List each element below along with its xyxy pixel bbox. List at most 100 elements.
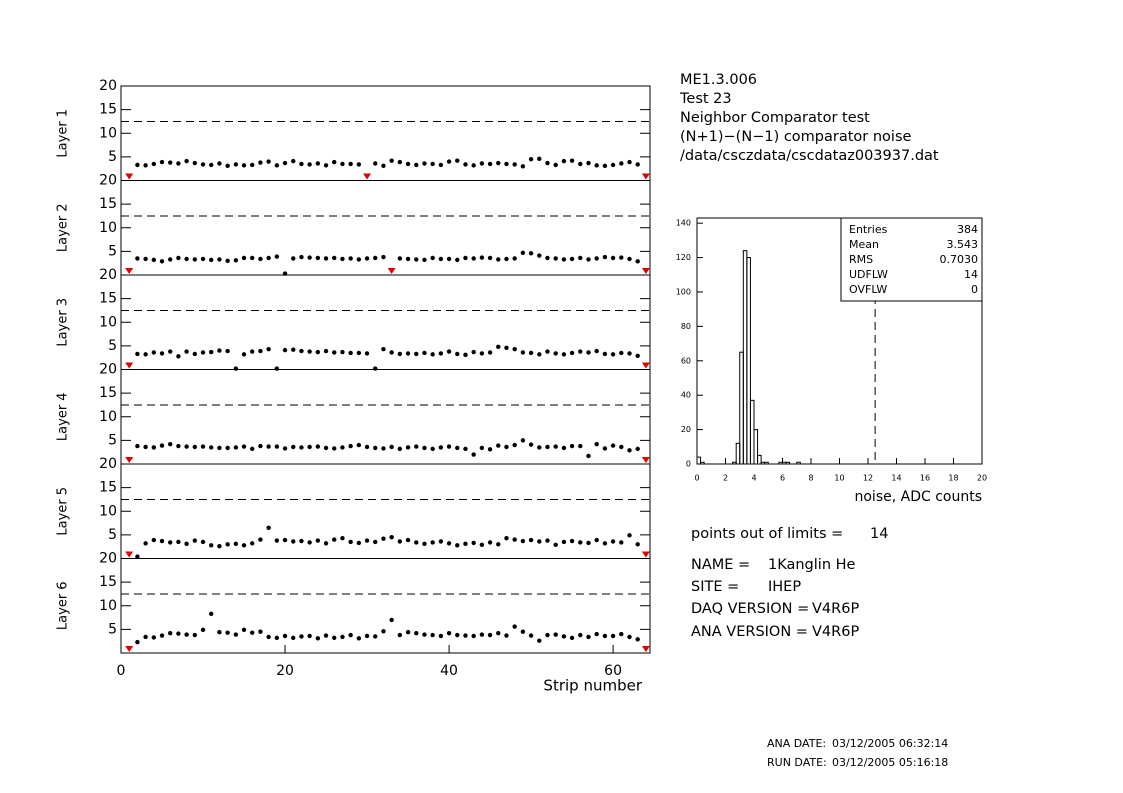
data-point <box>233 445 239 450</box>
summary-value: 14 <box>870 526 888 542</box>
summary-label: points out of limits = <box>691 526 843 542</box>
data-point <box>274 444 280 449</box>
data-point <box>291 444 296 450</box>
data-point <box>553 632 558 637</box>
data-point <box>233 632 239 637</box>
data-point <box>274 254 280 259</box>
data-point <box>414 630 419 636</box>
data-point <box>250 541 255 546</box>
y-tick-label: 15 <box>99 102 117 118</box>
data-point <box>151 350 157 355</box>
data-point <box>627 634 632 640</box>
data-point <box>332 537 337 542</box>
data-point <box>635 259 640 264</box>
data-point <box>561 257 567 262</box>
data-point <box>250 349 255 354</box>
data-point <box>340 634 345 640</box>
data-point <box>610 255 616 261</box>
data-point <box>512 442 517 448</box>
data-point <box>455 543 460 548</box>
data-point <box>446 541 452 546</box>
data-point <box>168 349 173 354</box>
data-point <box>315 636 321 641</box>
data-point <box>635 446 640 452</box>
data-point <box>422 350 427 356</box>
data-point <box>299 254 304 260</box>
data-point <box>455 351 460 357</box>
data-point <box>233 541 239 547</box>
data-point <box>266 634 271 640</box>
data-point <box>135 639 140 645</box>
data-point <box>176 354 181 359</box>
data-point <box>561 445 567 451</box>
data-point <box>602 446 608 451</box>
info-value: IHEP <box>768 579 801 595</box>
data-point <box>340 256 345 262</box>
data-point <box>168 630 173 636</box>
data-point <box>184 541 189 547</box>
data-point <box>307 444 312 450</box>
data-point <box>528 157 534 162</box>
x-axis-label: noise, ADC counts <box>854 489 982 505</box>
y-tick-label: 15 <box>99 196 117 212</box>
data-point <box>610 443 616 448</box>
data-point <box>356 257 362 262</box>
data-point <box>438 633 444 639</box>
data-point <box>512 624 517 629</box>
data-point <box>389 350 394 355</box>
data-point <box>135 554 140 559</box>
data-point <box>430 446 435 452</box>
info-value: V4R6P <box>812 601 859 617</box>
data-point <box>520 538 526 544</box>
data-point <box>496 344 501 350</box>
hist-bar <box>753 429 759 465</box>
data-point <box>422 445 427 451</box>
data-point <box>217 161 222 166</box>
data-point <box>438 539 444 544</box>
x-tick-label: 40 <box>440 663 458 679</box>
data-point <box>225 445 230 451</box>
y-tick-label: 0 <box>686 460 691 469</box>
data-point <box>578 161 583 167</box>
data-point <box>520 438 526 443</box>
data-point <box>274 366 280 371</box>
data-point <box>586 350 591 355</box>
info-name: ANA VERSION = <box>691 624 808 640</box>
data-point <box>397 256 403 261</box>
data-point <box>619 255 624 260</box>
data-point <box>438 351 444 356</box>
data-point <box>414 351 419 357</box>
data-point <box>504 256 509 262</box>
stats-name: UDFLW <box>849 268 888 281</box>
data-point <box>381 163 386 169</box>
flag-marker <box>125 551 134 558</box>
data-point <box>422 257 427 263</box>
data-point <box>184 444 189 449</box>
y-tick-label: 20 <box>99 267 117 283</box>
data-point <box>627 351 632 356</box>
data-point <box>299 445 304 450</box>
data-point <box>553 542 558 547</box>
y-tick-label: 100 <box>676 287 691 296</box>
data-point <box>487 255 493 261</box>
data-point <box>176 443 181 449</box>
data-point <box>307 255 312 260</box>
data-point <box>569 158 575 163</box>
data-point <box>151 445 157 450</box>
y-tick-label: 20 <box>99 173 117 189</box>
data-point <box>405 630 411 635</box>
data-point <box>192 538 198 543</box>
data-point <box>602 254 608 260</box>
data-point <box>168 540 173 545</box>
data-point <box>332 446 337 451</box>
data-point <box>168 441 173 447</box>
data-point <box>397 159 403 165</box>
stats-box <box>840 217 983 302</box>
data-point <box>241 352 247 357</box>
data-point <box>200 350 206 355</box>
data-point <box>610 352 616 357</box>
info-value: 1Kanglin He <box>768 557 856 573</box>
data-point <box>463 352 468 358</box>
date-value: 03/12/2005 05:16:18 <box>832 756 948 769</box>
